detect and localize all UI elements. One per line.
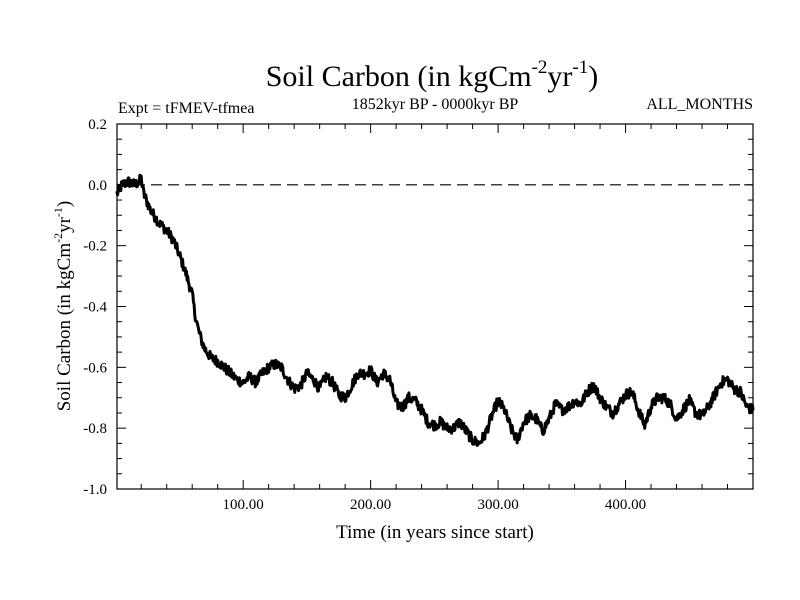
x-axis-label: Time (in years since start) bbox=[336, 522, 534, 543]
period-label: 1852kyr BP - 0000kyr BP bbox=[352, 96, 519, 113]
y-tick-label: -0.6 bbox=[83, 360, 107, 376]
soil-carbon-series-line bbox=[115, 173, 755, 447]
expt-label: Expt = tFMEV-tfmea bbox=[118, 100, 254, 117]
season-label: ALL_MONTHS bbox=[646, 96, 753, 113]
y-tick-label: 0.0 bbox=[88, 178, 107, 194]
y-tick-label: -1.0 bbox=[83, 482, 107, 498]
tick-labels: 0.2 0.0 -0.2 -0.4 -0.6 -0.8 -1.0 100.00 200.00 30… bbox=[83, 117, 646, 513]
minor-ticks bbox=[117, 124, 753, 489]
x-tick-label: 200.00 bbox=[350, 497, 391, 513]
y-tick-label: -0.2 bbox=[83, 239, 107, 255]
y-tick-label: -0.4 bbox=[83, 300, 107, 316]
y-tick-label: -0.8 bbox=[83, 421, 107, 437]
x-tick-label: 400.00 bbox=[605, 497, 646, 513]
y-tick-label: 0.2 bbox=[88, 117, 107, 133]
y-axis-label: Soil Carbon (in kgCm-2yr-1) bbox=[51, 201, 75, 412]
x-tick-label: 300.00 bbox=[477, 497, 518, 513]
plot-frame bbox=[116, 123, 754, 490]
major-ticks bbox=[117, 123, 753, 490]
chart-title: Soil Carbon (in kgCm-2yr-1) bbox=[266, 57, 599, 93]
x-tick-label: 100.00 bbox=[223, 497, 264, 513]
